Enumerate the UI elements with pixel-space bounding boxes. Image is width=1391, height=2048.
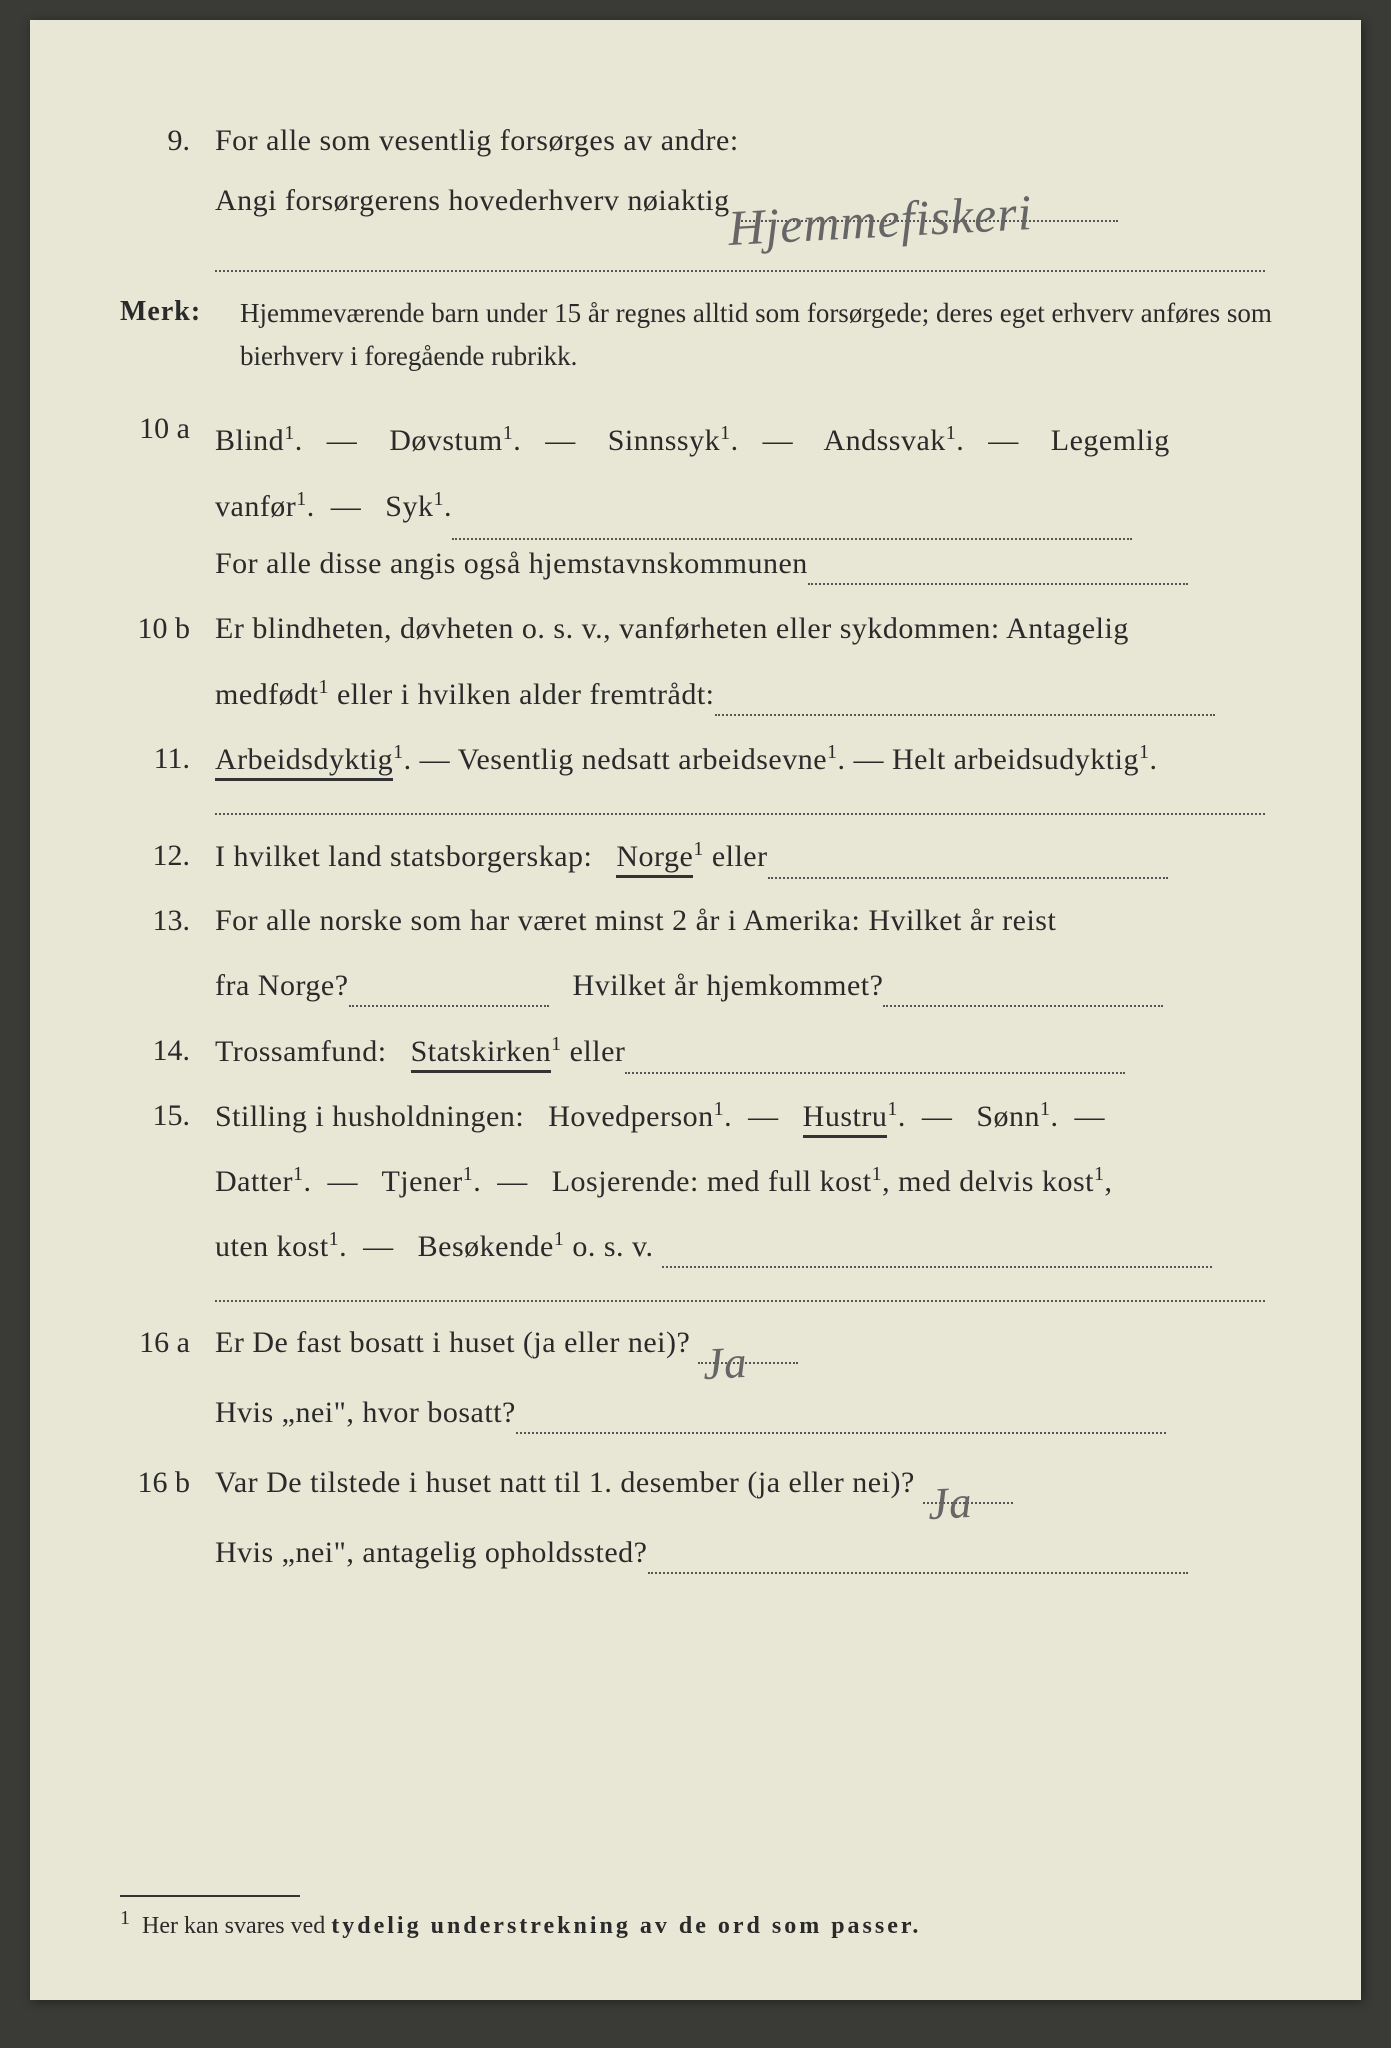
- opt-tjener: Tjener: [381, 1165, 462, 1198]
- q15-text2: Datter1. — Tjener1. — Losjerende: med fu…: [215, 1160, 1280, 1203]
- q15-line3: uten kost1. — Besøkende1 o. s. v.: [120, 1225, 1280, 1280]
- q13-hjem: Hvilket år hjemkommet?: [573, 969, 884, 1002]
- opt-hovedperson: Hovedperson: [548, 1100, 713, 1133]
- question-14: 14. Trossamfund: Statskirken1 eller: [120, 1030, 1280, 1085]
- question-12: 12. I hvilket land statsborgerskap: Norg…: [120, 835, 1280, 890]
- opt-sonn: Sønn: [976, 1100, 1040, 1133]
- q9-line1: For alle som vesentlig forsørges av andr…: [215, 120, 1280, 162]
- opt-nedsatt: Vesentlig nedsatt arbeidsevne: [458, 743, 827, 776]
- q15-prompt: Stilling i husholdningen:: [215, 1100, 524, 1133]
- q9-line2: Angi forsørgerens hovederhverv nøiaktig …: [215, 180, 1280, 222]
- q16b-number: 16 b: [120, 1462, 190, 1504]
- rule-after-q11: [215, 813, 1265, 815]
- question-10b: 10 b Er blindheten, døvheten o. s. v., v…: [120, 608, 1280, 663]
- opt-datter: Datter: [215, 1165, 293, 1198]
- question-16b: 16 b Var De tilstede i huset natt til 1.…: [120, 1462, 1280, 1522]
- question-13: 13. For alle norske som har været minst …: [120, 900, 1280, 955]
- footnote-text: 1 Her kan svares ved tydelig understrekn…: [120, 1907, 1280, 1940]
- q10b-line1: Er blindheten, døvheten o. s. v., vanfør…: [215, 608, 1280, 650]
- q14-eller: eller: [570, 1035, 626, 1068]
- merk-text: Hjemmeværende barn under 15 år regnes al…: [240, 292, 1280, 378]
- q13-text: fra Norge? Hvilket år hjemkommet?: [215, 965, 1280, 1007]
- q15-besokende: Besøkende: [418, 1230, 554, 1263]
- question-15: 15. Stilling i husholdningen: Hovedperso…: [120, 1095, 1280, 1150]
- q16a-hvis: Hvis „nei", hvor bosatt?: [215, 1396, 516, 1429]
- q16a-line1: Er De fast bosatt i huset (ja eller nei)…: [215, 1322, 1280, 1364]
- q16a-text2: Hvis „nei", hvor bosatt?: [215, 1392, 1280, 1434]
- q9-prompt: Angi forsørgerens hovederhverv nøiaktig: [215, 184, 730, 217]
- q16b-handwriting: Ja: [926, 1471, 974, 1536]
- question-16a: 16 a Er De fast bosatt i huset (ja eller…: [120, 1322, 1280, 1382]
- q11-number: 11.: [120, 738, 190, 780]
- q10a-text2: For alle disse angis også hjemstavnskomm…: [215, 547, 808, 580]
- q15-line1: Stilling i husholdningen: Hovedperson1. …: [215, 1095, 1280, 1138]
- q14-text: Trossamfund: Statskirken1 eller: [215, 1030, 1280, 1074]
- q16a-prompt: Er De fast bosatt i huset (ja eller nei)…: [215, 1326, 690, 1359]
- q13-line2: fra Norge? Hvilket år hjemkommet?: [120, 965, 1280, 1020]
- document-page: 9. For alle som vesentlig forsørges av a…: [30, 20, 1361, 2000]
- footnote-rule: [120, 1895, 300, 1897]
- rule-after-q15: [215, 1300, 1265, 1302]
- footnote-lead: Her kan svares ved: [142, 1913, 331, 1939]
- q12-eller: eller: [712, 840, 768, 873]
- q15-uten: uten kost: [215, 1230, 329, 1263]
- q10a-options: Blind1. — Døvstum1. — Sinnssyk1. — Andss…: [215, 408, 1280, 540]
- q16a-line2: Hvis „nei", hvor bosatt?: [120, 1392, 1280, 1452]
- opt-statskirken: Statskirken: [411, 1035, 552, 1073]
- opt-andssvak: Andssvak: [823, 424, 945, 457]
- q15-text3: uten kost1. — Besøkende1 o. s. v.: [215, 1225, 1280, 1268]
- q16b-hvis: Hvis „nei", antagelig opholdssted?: [215, 1536, 648, 1569]
- q10b-text: medfødt1 eller i hvilken alder fremtrådt…: [215, 673, 1280, 716]
- q16a-number: 16 a: [120, 1322, 190, 1364]
- q10b-line2: medfødt1 eller i hvilken alder fremtrådt…: [120, 673, 1280, 728]
- q14-prompt: Trossamfund:: [215, 1035, 387, 1068]
- q14-number: 14.: [120, 1030, 190, 1072]
- merk-note: Merk: Hjemmeværende barn under 15 år reg…: [120, 292, 1280, 378]
- question-10a: 10 a Blind1. — Døvstum1. — Sinnssyk1. — …: [120, 408, 1280, 528]
- q10b-number: 10 b: [120, 608, 190, 650]
- q15-osv: o. s. v.: [572, 1230, 653, 1263]
- q9-number: 9.: [120, 120, 190, 162]
- q12-text: I hvilket land statsborgerskap: Norge1 e…: [215, 835, 1280, 879]
- q13-line1: For alle norske som har været minst 2 år…: [215, 900, 1280, 942]
- opt-arbeidsdyktig: Arbeidsdyktig: [215, 743, 393, 781]
- q16b-line1: Var De tilstede i huset natt til 1. dese…: [215, 1462, 1280, 1504]
- merk-label: Merk:: [120, 292, 201, 331]
- q15-number: 15.: [120, 1095, 190, 1137]
- question-11: 11. Arbeidsdyktig1. — Vesentlig nedsatt …: [120, 738, 1280, 793]
- footnote-bold: tydelig understrekning av de ord som pas…: [331, 1913, 921, 1939]
- q13-fra: fra Norge?: [215, 969, 349, 1002]
- footnote: 1 Her kan svares ved tydelig understrekn…: [120, 1895, 1280, 1940]
- opt-sinnssyk: Sinnssyk: [608, 424, 720, 457]
- q10b-medfodt: medfødt: [215, 678, 318, 711]
- footnote-marker: 1: [120, 1907, 130, 1929]
- opt-udyktig: Helt arbeidsudyktig: [892, 743, 1139, 776]
- q16a-handwriting: Ja: [702, 1331, 750, 1396]
- q15-line2: Datter1. — Tjener1. — Losjerende: med fu…: [120, 1160, 1280, 1215]
- opt-hustru: Hustru: [803, 1100, 888, 1138]
- q9-line2-row: Angi forsørgerens hovederhverv nøiaktig …: [120, 180, 1280, 250]
- opt-blind: Blind: [215, 424, 284, 457]
- q10a-hjemstavn: For alle disse angis også hjemstavnskomm…: [215, 543, 1280, 585]
- q15-losjerende: Losjerende: med full kost: [552, 1165, 872, 1198]
- q16b-text2: Hvis „nei", antagelig opholdssted?: [215, 1532, 1280, 1574]
- opt-syk: Syk: [385, 490, 433, 523]
- rule-after-q9: [215, 270, 1265, 272]
- opt-dovstum: Døvstum: [389, 424, 503, 457]
- q9-handwriting: Hjemmefiskeri: [726, 177, 1034, 263]
- q12-number: 12.: [120, 835, 190, 877]
- form-content: 9. For alle som vesentlig forsørges av a…: [120, 120, 1280, 1602]
- q12-prompt: I hvilket land statsborgerskap:: [215, 840, 592, 873]
- question-9: 9. For alle som vesentlig forsørges av a…: [120, 120, 1280, 170]
- q11-options: Arbeidsdyktig1. — Vesentlig nedsatt arbe…: [215, 738, 1280, 781]
- q10a-number: 10 a: [120, 408, 190, 450]
- q15-delvis: med delvis kost: [898, 1165, 1094, 1198]
- q16b-line2: Hvis „nei", antagelig opholdssted?: [120, 1532, 1280, 1592]
- opt-norge: Norge: [616, 840, 693, 878]
- q13-number: 13.: [120, 900, 190, 942]
- q10b-alder: eller i hvilken alder fremtrådt:: [337, 678, 715, 711]
- q10a-line2: For alle disse angis også hjemstavnskomm…: [120, 543, 1280, 598]
- q16b-prompt: Var De tilstede i huset natt til 1. dese…: [215, 1466, 915, 1499]
